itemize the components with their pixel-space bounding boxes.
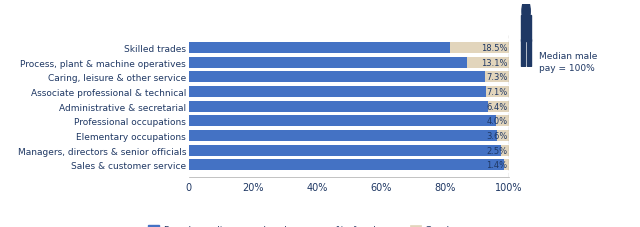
Bar — [189, 72, 486, 83]
Text: 13.1%: 13.1% — [481, 58, 508, 67]
Bar — [488, 101, 509, 112]
Bar — [496, 116, 509, 127]
Bar — [527, 40, 531, 67]
Bar — [467, 57, 509, 68]
Legend: Female median gross hourly pay as a % of male pay, Gender pay gap: Female median gross hourly pay as a % of… — [145, 221, 502, 227]
Text: 2.5%: 2.5% — [486, 146, 508, 155]
Bar — [497, 131, 509, 141]
Bar — [189, 101, 488, 112]
Bar — [521, 40, 525, 67]
Text: 6.4%: 6.4% — [486, 102, 508, 111]
Text: 7.1%: 7.1% — [486, 88, 508, 96]
Text: 7.3%: 7.3% — [486, 73, 508, 82]
Bar — [189, 57, 467, 68]
Bar — [189, 116, 496, 127]
Bar — [450, 43, 509, 54]
Circle shape — [522, 1, 530, 24]
Text: Median male
pay = 100%: Median male pay = 100% — [539, 52, 597, 73]
Bar — [189, 145, 500, 156]
Bar — [189, 131, 497, 141]
Text: 4.0%: 4.0% — [486, 117, 508, 126]
Bar — [189, 160, 504, 171]
Bar — [486, 72, 509, 83]
Text: 18.5%: 18.5% — [481, 44, 508, 53]
Text: 1.4%: 1.4% — [486, 161, 508, 170]
Bar — [521, 16, 531, 41]
Text: 3.6%: 3.6% — [486, 131, 508, 141]
Bar — [189, 43, 450, 54]
Bar — [189, 86, 486, 98]
Bar — [486, 86, 509, 98]
Bar — [500, 145, 509, 156]
Bar — [504, 160, 509, 171]
